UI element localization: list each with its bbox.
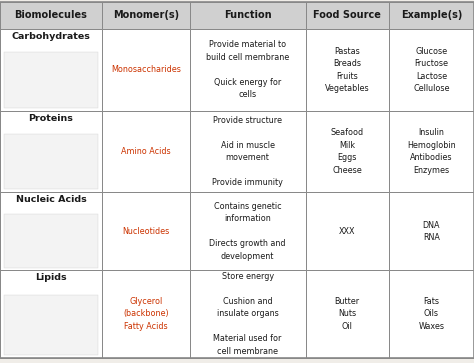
Text: Glycerol
(backbone)
Fatty Acids: Glycerol (backbone) Fatty Acids (123, 297, 169, 331)
Text: Pastas
Breads
Fruits
Vegetables: Pastas Breads Fruits Vegetables (325, 46, 370, 93)
Text: Contains genetic
information

Directs growth and
development: Contains genetic information Directs gro… (210, 202, 286, 261)
Bar (306, 2, 389, 29)
Bar (306, 29, 389, 111)
Text: Provide material to
build cell membrane

Quick energy for
cells: Provide material to build cell membrane … (206, 40, 289, 99)
Bar (190, 192, 306, 270)
Text: Butter
Nuts
Oil: Butter Nuts Oil (335, 297, 360, 331)
Bar (389, 2, 474, 29)
Text: XXX: XXX (339, 227, 356, 236)
Bar (4, 215, 98, 268)
Text: DNA
RNA: DNA RNA (423, 221, 440, 242)
Text: Monosaccharides: Monosaccharides (111, 65, 181, 74)
Bar (4, 52, 98, 108)
Bar (190, 270, 306, 358)
Bar (102, 111, 190, 192)
Bar (102, 270, 190, 358)
Text: Glucose
Fructose
Lactose
Cellulose: Glucose Fructose Lactose Cellulose (413, 46, 450, 93)
Bar (102, 29, 190, 111)
Bar (190, 111, 306, 192)
Text: Nucleic Acids: Nucleic Acids (16, 195, 86, 204)
Text: Function: Function (224, 11, 272, 20)
Bar (389, 270, 474, 358)
Bar (306, 192, 389, 270)
Bar (0, 2, 102, 29)
Bar (306, 270, 389, 358)
Text: Store energy

Cushion and
insulate organs

Material used for
cell membrane: Store energy Cushion and insulate organs… (213, 272, 282, 356)
Bar (0, 192, 102, 270)
Bar (4, 134, 98, 189)
Text: Nucleotides: Nucleotides (122, 227, 169, 236)
Text: Seafood
Milk
Eggs
Cheese: Seafood Milk Eggs Cheese (331, 128, 364, 175)
Text: Provide structure

Aid in muscle
movement

Provide immunity: Provide structure Aid in muscle movement… (212, 116, 283, 187)
Text: Example(s): Example(s) (401, 11, 462, 20)
Text: Lipids: Lipids (35, 273, 67, 282)
Text: Fats
Oils
Waxes: Fats Oils Waxes (419, 297, 444, 331)
Bar (102, 2, 190, 29)
Text: Carbohydrates: Carbohydrates (11, 32, 91, 41)
Bar (0, 270, 102, 358)
Bar (190, 2, 306, 29)
Text: Biomolecules: Biomolecules (15, 11, 87, 20)
Bar (190, 29, 306, 111)
Text: Insulin
Hemoglobin
Antibodies
Enzymes: Insulin Hemoglobin Antibodies Enzymes (407, 128, 456, 175)
Bar (0, 29, 102, 111)
Bar (389, 111, 474, 192)
Text: Amino Acids: Amino Acids (121, 147, 171, 156)
Bar (389, 192, 474, 270)
Bar (102, 192, 190, 270)
Bar (389, 29, 474, 111)
Text: Food Source: Food Source (313, 11, 381, 20)
Text: Proteins: Proteins (28, 114, 73, 123)
Text: Monomer(s): Monomer(s) (113, 11, 179, 20)
Bar (4, 295, 98, 355)
Bar (306, 111, 389, 192)
Bar (0, 111, 102, 192)
